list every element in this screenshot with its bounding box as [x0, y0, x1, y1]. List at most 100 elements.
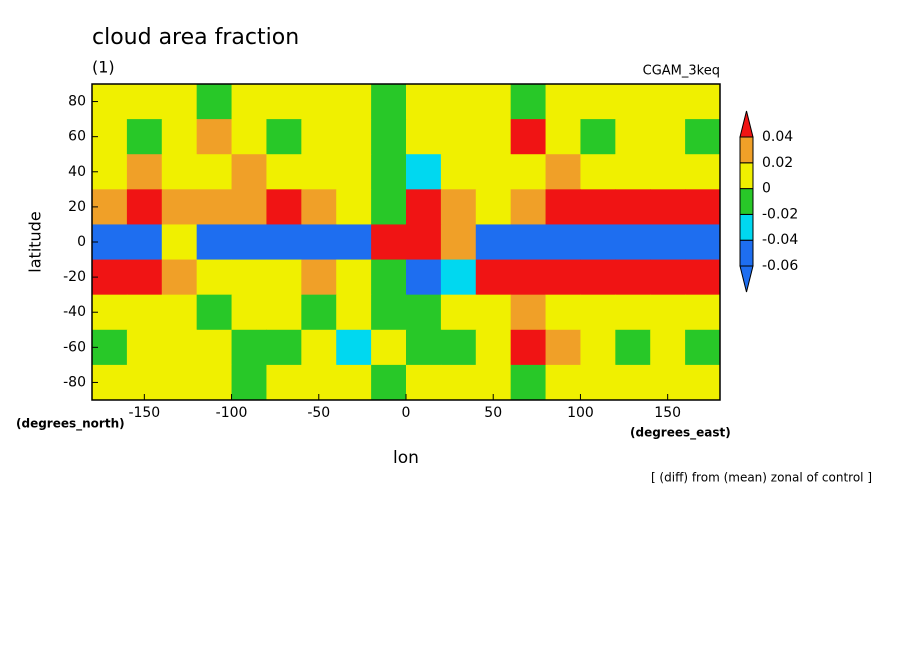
- contour-cell: [161, 189, 198, 225]
- colorbar-label: -0.04: [762, 232, 798, 248]
- y-tick-label: 20: [68, 199, 86, 215]
- contour-cell: [685, 154, 721, 190]
- contour-cell: [580, 224, 616, 261]
- contour-cell: [475, 84, 512, 120]
- contour-cell: [336, 154, 372, 190]
- contour-cell: [685, 119, 721, 155]
- contour-cell: [301, 329, 337, 366]
- contour-cell: [650, 154, 686, 190]
- contour-cell: [336, 364, 372, 401]
- contour-cell: [196, 119, 233, 155]
- contour-cell: [406, 329, 442, 366]
- contour-cell: [650, 259, 686, 296]
- y-tick-label: 60: [68, 129, 86, 145]
- contour-cell: [685, 294, 721, 331]
- contour-cell: [650, 329, 686, 366]
- contour-cell: [266, 119, 302, 155]
- contour-cell: [301, 259, 337, 296]
- colorbar-box: [739, 188, 754, 215]
- contour-cell: [650, 224, 686, 261]
- contour-cell: [371, 259, 407, 296]
- contour-cell: [615, 154, 651, 190]
- contour-cell: [301, 224, 337, 261]
- contour-cell: [126, 154, 163, 190]
- contour-cell: [510, 294, 547, 331]
- contour-cell: [196, 189, 233, 225]
- contour-cell: [266, 259, 302, 296]
- contour-cell: [545, 364, 581, 401]
- contour-cell: [440, 84, 477, 120]
- subtitle: (1): [92, 58, 115, 77]
- y-tick-label: -40: [63, 304, 86, 320]
- contour-cell: [266, 364, 302, 401]
- contour-cell: [545, 154, 581, 190]
- contour-cell: [161, 224, 198, 261]
- contour-cell: [580, 364, 616, 401]
- contour-cell: [231, 224, 267, 261]
- contour-cell: [615, 119, 651, 155]
- contour-cell: [650, 294, 686, 331]
- contour-cell: [371, 294, 407, 331]
- contour-cell: [545, 119, 581, 155]
- contour-cell: [475, 329, 512, 366]
- contour-cell: [406, 154, 442, 190]
- contour-cell: [336, 224, 372, 261]
- contour-cell: [301, 84, 337, 120]
- contour-cell: [580, 119, 616, 155]
- contour-cell: [231, 189, 267, 225]
- contour-cell: [301, 294, 337, 331]
- contour-cell: [475, 259, 512, 296]
- contour-cell: [371, 84, 407, 120]
- contour-cell: [440, 294, 477, 331]
- contour-cell: [440, 154, 477, 190]
- contour-cell: [266, 189, 302, 225]
- colorbar-label: 0.04: [762, 129, 793, 145]
- contour-cell: [545, 329, 581, 366]
- contour-cell: [266, 294, 302, 331]
- colorbar-label: 0.02: [762, 155, 793, 171]
- contour-cell: [231, 259, 267, 296]
- contour-cell: [580, 154, 616, 190]
- contour-cell: [580, 294, 616, 331]
- contour-cell: [475, 294, 512, 331]
- x-tick-label: -150: [128, 405, 160, 421]
- contour-cell: [126, 84, 163, 120]
- contour-cell: [336, 119, 372, 155]
- x-tick-label: 150: [654, 405, 681, 421]
- contour-cell: [615, 364, 651, 401]
- contour-cell: [196, 259, 233, 296]
- contour-cell: [126, 294, 163, 331]
- contour-cell: [371, 154, 407, 190]
- colorbar-box: [739, 213, 754, 241]
- contour-cell: [231, 294, 267, 331]
- x-units: (degrees_east): [630, 426, 731, 441]
- contour-cell: [266, 224, 302, 261]
- colorbar-label: -0.02: [762, 206, 798, 222]
- contour-cell: [161, 119, 198, 155]
- contour-cell: [475, 154, 512, 190]
- contour-cell: [196, 364, 233, 401]
- contour-cell: [371, 224, 407, 261]
- contour-cell: [371, 329, 407, 366]
- y-tick-label: -20: [63, 269, 86, 285]
- contour-cell: [406, 224, 442, 261]
- y-tick-label: -60: [63, 339, 86, 355]
- colorbar-box: [739, 136, 754, 164]
- contour-cell: [545, 294, 581, 331]
- contour-cell: [196, 294, 233, 331]
- colorbar-label: -0.06: [762, 258, 798, 274]
- contour-cell: [685, 189, 721, 225]
- contour-cell: [406, 364, 442, 401]
- x-tick-label: 50: [484, 405, 502, 421]
- contour-cell: [126, 119, 163, 155]
- contour-cell: [685, 84, 721, 120]
- colorbar-box: [739, 239, 754, 267]
- contour-cell: [440, 189, 477, 225]
- contour-cell: [336, 294, 372, 331]
- contour-cell: [126, 189, 163, 225]
- y-axis-label: latitude: [26, 211, 45, 272]
- x-tick-label: -100: [216, 405, 248, 421]
- contour-cell: [161, 259, 198, 296]
- contour-cell: [406, 84, 442, 120]
